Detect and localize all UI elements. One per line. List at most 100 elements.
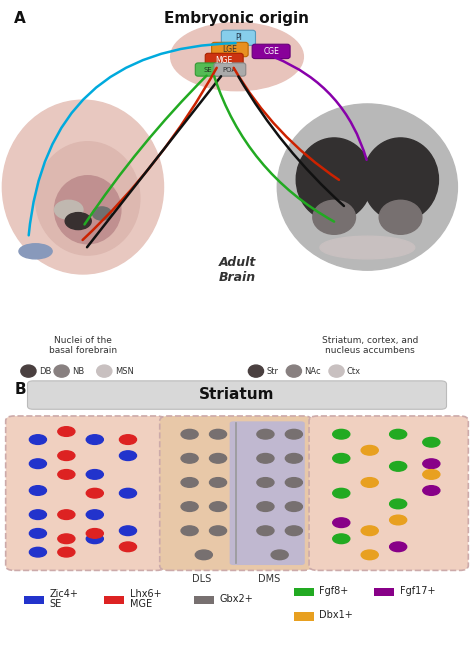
Text: Fgf8+: Fgf8+ [319, 586, 349, 596]
Circle shape [29, 510, 46, 519]
Circle shape [181, 430, 198, 439]
Circle shape [29, 547, 46, 557]
Text: Striatum, cortex, and
nucleus accumbens: Striatum, cortex, and nucleus accumbens [321, 336, 418, 355]
Circle shape [210, 430, 227, 439]
Circle shape [257, 526, 274, 536]
Circle shape [181, 453, 198, 463]
Circle shape [285, 502, 302, 512]
Text: Gbx2+: Gbx2+ [220, 594, 254, 604]
Text: POA: POA [223, 67, 237, 72]
Circle shape [257, 477, 274, 487]
FancyBboxPatch shape [205, 53, 243, 68]
Circle shape [58, 534, 75, 543]
FancyBboxPatch shape [309, 416, 468, 570]
Text: MGE: MGE [130, 599, 152, 609]
Circle shape [210, 477, 227, 487]
Circle shape [86, 528, 103, 538]
FancyBboxPatch shape [374, 588, 394, 596]
Ellipse shape [2, 100, 164, 274]
Text: Striatum: Striatum [199, 388, 275, 402]
Text: Embryonic origin: Embryonic origin [164, 12, 310, 26]
Ellipse shape [65, 213, 91, 229]
Circle shape [86, 488, 103, 498]
FancyBboxPatch shape [160, 416, 312, 570]
Circle shape [361, 526, 378, 536]
Circle shape [58, 510, 75, 519]
FancyBboxPatch shape [195, 63, 220, 76]
Text: Nuclei of the
basal forebrain: Nuclei of the basal forebrain [49, 336, 117, 355]
Circle shape [86, 435, 103, 444]
Text: DLS: DLS [192, 574, 212, 583]
Text: A: A [14, 12, 26, 26]
Text: NB: NB [72, 367, 84, 375]
Circle shape [285, 477, 302, 487]
Circle shape [390, 542, 407, 552]
Ellipse shape [36, 141, 140, 255]
Circle shape [361, 550, 378, 559]
Circle shape [119, 526, 137, 536]
Text: Adult
Brain: Adult Brain [219, 256, 255, 284]
Circle shape [210, 526, 227, 536]
Circle shape [29, 435, 46, 444]
Ellipse shape [55, 200, 83, 219]
Circle shape [390, 499, 407, 509]
FancyBboxPatch shape [194, 596, 214, 605]
Text: Ctx: Ctx [347, 367, 361, 375]
FancyBboxPatch shape [229, 421, 305, 565]
Text: DMS: DMS [258, 574, 281, 583]
Text: B: B [14, 382, 26, 397]
Circle shape [210, 453, 227, 463]
Circle shape [181, 477, 198, 487]
Circle shape [333, 430, 350, 439]
Text: DB: DB [39, 367, 51, 375]
Circle shape [361, 477, 378, 487]
Text: Str: Str [266, 367, 278, 375]
Ellipse shape [363, 138, 438, 221]
Circle shape [21, 365, 36, 377]
Ellipse shape [296, 138, 372, 221]
Circle shape [329, 365, 344, 377]
Text: NAc: NAc [304, 367, 321, 375]
Text: SE: SE [49, 599, 62, 609]
Circle shape [333, 453, 350, 463]
Circle shape [257, 430, 274, 439]
Circle shape [29, 528, 46, 538]
Circle shape [86, 510, 103, 519]
Circle shape [58, 547, 75, 557]
Ellipse shape [55, 176, 121, 244]
Circle shape [285, 526, 302, 536]
Text: CGE: CGE [263, 47, 279, 56]
FancyBboxPatch shape [211, 43, 248, 57]
Ellipse shape [171, 23, 303, 90]
Circle shape [423, 437, 440, 447]
Circle shape [119, 451, 137, 461]
Text: MSN: MSN [115, 367, 134, 375]
FancyBboxPatch shape [24, 596, 44, 605]
Circle shape [286, 365, 301, 377]
Circle shape [86, 534, 103, 543]
Circle shape [423, 459, 440, 468]
Circle shape [390, 430, 407, 439]
FancyBboxPatch shape [221, 30, 255, 45]
Ellipse shape [277, 104, 457, 270]
Circle shape [54, 365, 69, 377]
Text: Fgf17+: Fgf17+ [400, 586, 436, 596]
Circle shape [181, 526, 198, 536]
Text: Dbx1+: Dbx1+ [319, 610, 353, 620]
Text: PI: PI [235, 34, 242, 42]
Circle shape [333, 488, 350, 498]
Circle shape [210, 502, 227, 512]
Circle shape [390, 461, 407, 471]
Circle shape [285, 430, 302, 439]
Text: SE: SE [203, 67, 212, 72]
Text: LGE: LGE [222, 45, 237, 54]
Circle shape [86, 470, 103, 479]
Circle shape [58, 427, 75, 436]
Circle shape [58, 470, 75, 479]
Circle shape [119, 488, 137, 498]
Circle shape [257, 502, 274, 512]
Circle shape [119, 435, 137, 444]
Ellipse shape [379, 200, 422, 234]
Text: Zic4+: Zic4+ [49, 589, 78, 599]
Circle shape [119, 542, 137, 552]
